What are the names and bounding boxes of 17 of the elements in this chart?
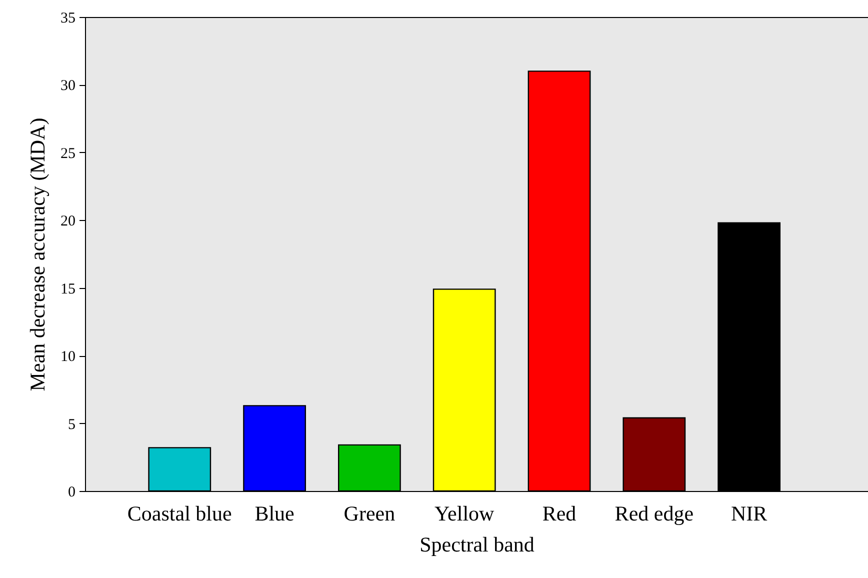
x-tick-label: Coastal blue (127, 502, 232, 526)
y-tick-label: 10 (60, 349, 76, 366)
y-tick-label: 5 (68, 416, 76, 433)
x-tick-label: Yellow (434, 502, 496, 526)
y-tick-label: 20 (60, 214, 76, 230)
x-tick-label: Blue (254, 502, 294, 526)
x-tick-label: Red (542, 502, 577, 526)
x-axis-title: Spectral band (420, 532, 535, 556)
x-tick-label: Red edge (614, 502, 694, 526)
y-axis-title: Mean decrease accuracy (MDA) (26, 118, 50, 392)
y-tick-label: 30 (60, 78, 76, 94)
y-tick-label: 25 (60, 146, 76, 162)
y-tick-label: 35 (60, 10, 76, 26)
x-tick-label: NIR (730, 502, 768, 526)
y-tick-label: 15 (60, 281, 76, 298)
x-tick-label: Green (344, 502, 396, 526)
y-tick-label: 0 (68, 484, 76, 500)
